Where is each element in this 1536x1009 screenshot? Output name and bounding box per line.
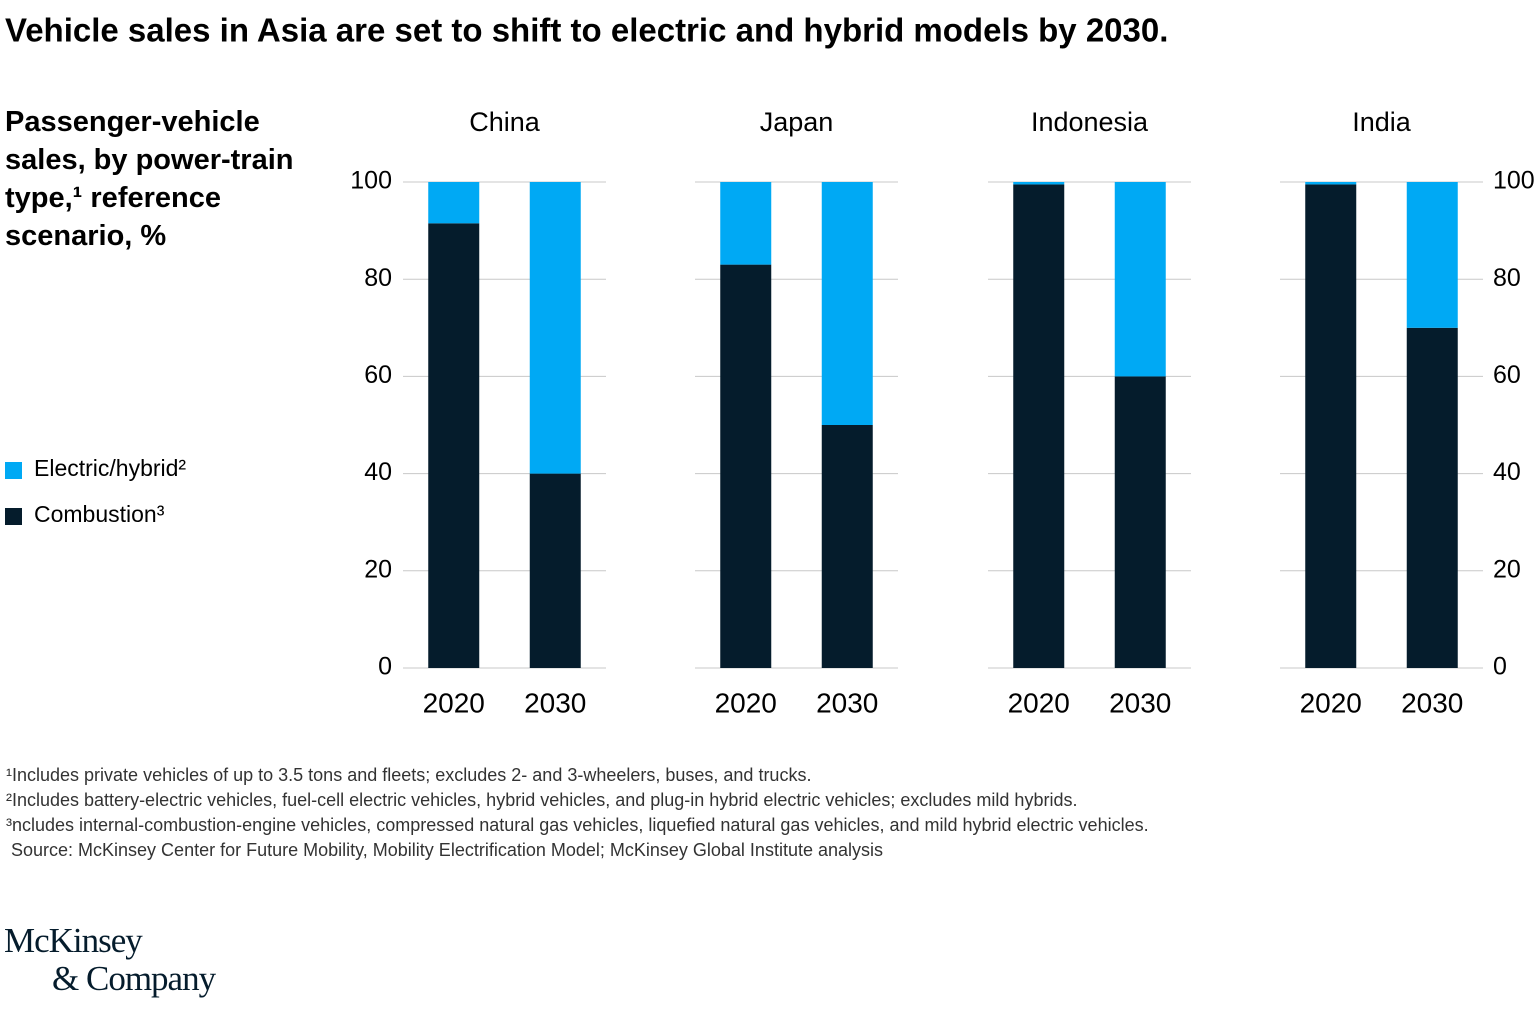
x-tick-label: 2030 xyxy=(1401,687,1463,718)
bar-segment xyxy=(1406,327,1458,668)
footnote: ¹Includes private vehicles of up to 3.5 … xyxy=(6,765,812,785)
bar-segment xyxy=(428,182,480,224)
y-tick-label: 40 xyxy=(1493,458,1521,486)
logo-line: & Company xyxy=(52,959,216,998)
bar-segment xyxy=(1305,184,1357,668)
x-tick-label: 2020 xyxy=(1300,687,1362,718)
chart-title: Vehicle sales in Asia are set to shift t… xyxy=(5,12,1168,49)
bar-segment xyxy=(720,182,772,265)
y-tick-label: 100 xyxy=(1493,167,1535,195)
logo: McKinsey & Company xyxy=(4,921,216,998)
y-axis-label: Passenger-vehicle sales, by power-train … xyxy=(5,106,294,252)
y-tick-label: 60 xyxy=(364,361,392,389)
x-tick-label: 2020 xyxy=(423,687,485,718)
y-tick-label: 20 xyxy=(364,555,392,583)
panel-title: Japan xyxy=(760,107,834,137)
legend-swatch xyxy=(5,508,22,525)
x-tick-label: 2030 xyxy=(816,687,878,718)
x-tick-label: 2020 xyxy=(1008,687,1070,718)
bar-segment xyxy=(1305,182,1357,185)
bar-segment xyxy=(1114,376,1166,668)
bar-segment xyxy=(821,425,873,668)
y-tick-label: 20 xyxy=(1493,555,1521,583)
legend-label: Electric/hybrid² xyxy=(34,455,186,481)
x-tick-label: 2020 xyxy=(715,687,777,718)
y-tick-label: 0 xyxy=(1493,653,1507,681)
bar-segment xyxy=(821,182,873,425)
logo-line: McKinsey xyxy=(4,921,143,960)
footnote: ³ncludes internal-combustion-engine vehi… xyxy=(6,815,1149,835)
x-tick-label: 2030 xyxy=(1109,687,1171,718)
y-tick-label: 40 xyxy=(364,458,392,486)
legend-swatch xyxy=(5,462,22,479)
bar-segment xyxy=(1114,182,1166,377)
y-tick-label: 60 xyxy=(1493,361,1521,389)
bar-segment xyxy=(720,264,772,668)
y-tick-label: 80 xyxy=(1493,264,1521,292)
footnote: Source: McKinsey Center for Future Mobil… xyxy=(6,840,883,860)
y-tick-label: 100 xyxy=(350,167,392,195)
bar-segment xyxy=(529,182,581,474)
footnotes: ¹Includes private vehicles of up to 3.5 … xyxy=(6,763,1149,863)
bar-segment xyxy=(1013,184,1065,668)
panel-title: India xyxy=(1352,107,1412,137)
x-tick-label: 2030 xyxy=(524,687,586,718)
bar-segment xyxy=(428,223,480,668)
bar-segment xyxy=(1013,182,1065,185)
y-tick-label: 80 xyxy=(364,264,392,292)
y-tick-label: 0 xyxy=(378,653,392,681)
panel-title: China xyxy=(469,107,541,137)
panel-title: Indonesia xyxy=(1031,107,1149,137)
footnote: ²Includes battery-electric vehicles, fue… xyxy=(6,790,1078,810)
bar-segment xyxy=(529,473,581,668)
legend-label: Combustion³ xyxy=(34,501,165,527)
bar-segment xyxy=(1406,182,1458,328)
